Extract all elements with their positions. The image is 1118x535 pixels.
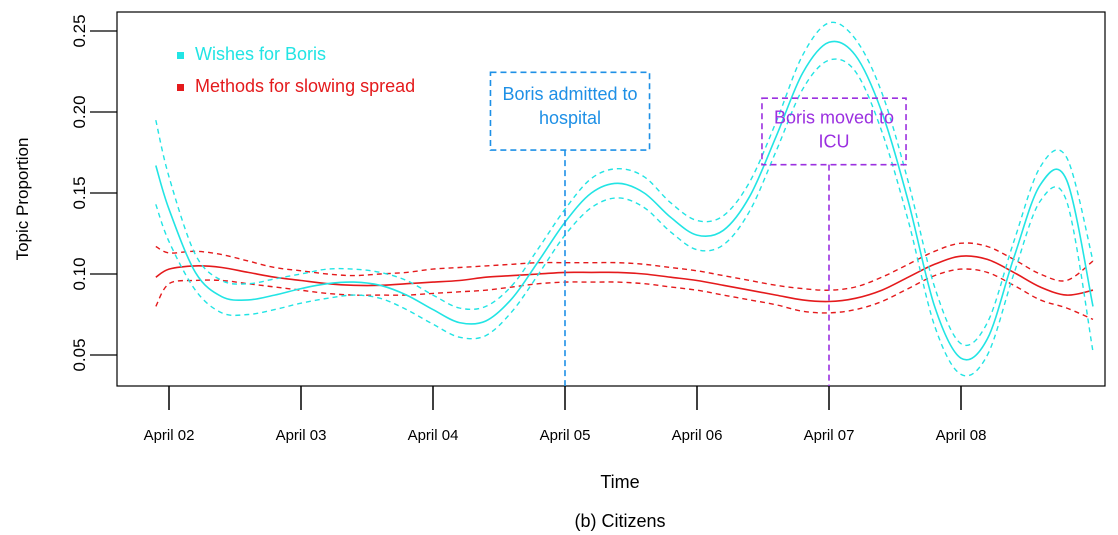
y-tick-label: 0.20 [70, 95, 89, 128]
x-tick-label: April 03 [276, 427, 327, 444]
y-axis: 0.05 0.10 0.15 0.20 0.25 [70, 14, 117, 372]
annotation-admitted: Boris admitted to hospital [489, 71, 651, 386]
chart-caption: (b) Citizens [574, 511, 665, 531]
x-tick-label: April 02 [144, 427, 195, 444]
y-axis-title: Topic Proportion [13, 138, 32, 261]
annotation-box [761, 97, 907, 166]
annotation-box [489, 71, 651, 151]
methods-for-slowing-spread-lower-band [155, 268, 1094, 321]
y-tick-label: 0.15 [70, 176, 89, 209]
x-tick-label: April 08 [936, 427, 987, 444]
annotation-label-line: Boris admitted to [502, 84, 637, 104]
wishes-for-boris-lower-band [155, 58, 1094, 377]
legend-label: Wishes for Boris [195, 44, 326, 64]
legend: Wishes for Boris Methods for slowing spre… [177, 44, 415, 96]
plot-frame [116, 11, 1106, 387]
methods-for-slowing-spread-upper-band [155, 242, 1094, 291]
annotation-label-line: Boris moved to [774, 107, 894, 127]
x-tick-label: April 05 [540, 427, 591, 444]
annotation-layer: Boris admitted to hospital Boris moved to I… [489, 71, 907, 386]
annotation-label-line: hospital [539, 108, 601, 128]
y-tick-label: 0.10 [70, 257, 89, 290]
y-tick-label: 0.05 [70, 338, 89, 371]
annotation-label-line: ICU [819, 131, 850, 151]
legend-label: Methods for slowing spread [195, 76, 415, 96]
methods-for-slowing-spread-line [155, 255, 1094, 303]
legend-swatch [177, 52, 184, 59]
x-axis: April 02 April 03 April 04 April 05 April 06… [144, 386, 987, 444]
legend-swatch [177, 84, 184, 91]
x-tick-label: April 07 [804, 427, 855, 444]
x-axis-title: Time [600, 472, 639, 492]
annotation-label: Boris admitted to hospital [502, 84, 637, 128]
series-layer [155, 21, 1094, 377]
wishes-for-boris-line [155, 40, 1094, 361]
x-tick-label: April 06 [672, 427, 723, 444]
annotation-label: Boris moved to ICU [774, 107, 894, 151]
annotation-icu: Boris moved to ICU [761, 97, 907, 386]
x-tick-label: April 04 [408, 427, 459, 444]
y-tick-label: 0.25 [70, 14, 89, 47]
